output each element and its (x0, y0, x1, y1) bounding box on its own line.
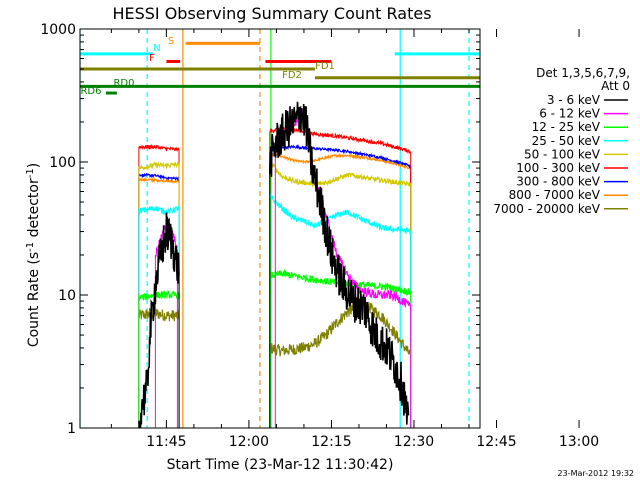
y-axis-label: Count Rate (s-1 detector-1) (25, 163, 42, 347)
x-tick-label-13-00: 13:00 (559, 434, 599, 450)
y-tick-label-1000: 1000 (40, 22, 76, 38)
series-25-50-kev-segment-1 (138, 205, 180, 216)
y-axis-label-end: ) (26, 163, 42, 168)
series-300-800-kev (138, 144, 412, 428)
x-axis-label: Start Time (23-Mar-12 11:30:42) (167, 457, 394, 473)
legend-label-300-800-kev: 300 - 800 keV (516, 175, 600, 189)
series-3-6-kev-segment-1 (138, 212, 180, 428)
legend-entry-25-50-kev: 25 - 50 keV (532, 134, 628, 148)
series-800-7000-kev-segment-2 (269, 151, 411, 170)
legend-entry-100-300-kev: 100 - 300 keV (516, 161, 628, 175)
series-100-300-kev-segment-1 (138, 144, 180, 152)
legend-entry-300-800-kev: 300 - 800 keV (516, 175, 628, 189)
y-tick-label-100: 100 (49, 155, 76, 171)
flag-label-f: F (149, 53, 155, 64)
timestamp: 23-Mar-2012 19:32 (558, 469, 635, 478)
x-tick-label-12-15: 12:15 (311, 434, 351, 450)
legend-label-12-25-kev: 12 - 25 keV (532, 120, 601, 134)
flag-label-fd1: FD1 (315, 61, 335, 72)
legend-label-800-7000-kev: 800 - 7000 keV (509, 188, 601, 202)
legend-entry-50-100-kev: 50 - 100 keV (524, 147, 628, 161)
y-tick-label-1: 1 (67, 421, 76, 437)
legend-label-3-6-kev: 3 - 6 keV (547, 93, 601, 107)
flag-label-rd6: RD6 (80, 86, 101, 97)
legend-label-7000-20000-kev: 7000 - 20000 keV (493, 202, 600, 216)
series-50-100-kev-segment-2 (269, 159, 412, 188)
flag-label-fd2: FD2 (282, 70, 302, 81)
x-tick-label-12-45: 12:45 (476, 434, 516, 450)
legend-header-line2: Att 0 (601, 79, 630, 93)
y-tick-label-10: 10 (58, 288, 76, 304)
plot-frame (79, 28, 481, 429)
series-3-6-kev-segment-2 (269, 101, 410, 425)
x-tick-label-11-45: 11:45 (146, 434, 186, 450)
legend-label-100-300-kev: 100 - 300 keV (516, 161, 600, 175)
series-300-800-kev-segment-2 (269, 144, 411, 169)
y-axis-label-mid: detector (26, 178, 42, 242)
series-25-50-kev-segment-2 (269, 192, 412, 235)
legend-entry-12-25-kev: 12 - 25 keV (532, 120, 628, 134)
plot-area: NS F FD1 FD2 RD0 RD6 (80, 29, 480, 428)
y-axis-label-main: Count Rate (s (26, 252, 42, 347)
y-axis-label-sup: -1 (25, 242, 36, 252)
series-12-25-kev-segment-1 (138, 289, 180, 301)
series-50-100-kev-segment-1 (138, 161, 180, 171)
series-7000-20000-kev (138, 300, 412, 428)
series-800-7000-kev-segment-1 (138, 176, 180, 184)
legend-header-line1: Det 1,3,5,6,7,9, (536, 66, 630, 80)
axes: 1 10 100 1000 11:45 12:00 12:15 12:30 12:45 13:00 (40, 22, 599, 450)
legend-label-6-12-kev: 6 - 12 keV (539, 107, 601, 121)
flag-label-n: N (153, 43, 160, 54)
legend-entry-800-7000-kev: 800 - 7000 keV (509, 188, 628, 202)
series-7000-20000-kev-segment-1 (138, 306, 180, 322)
x-tick-label-12-00: 12:00 (229, 434, 269, 450)
flag-label-s: S (168, 36, 174, 47)
series-7000-20000-kev-segment-2 (269, 300, 411, 357)
legend-entry-3-6-kev: 3 - 6 keV (547, 93, 628, 107)
y-axis-label-sup-2: -1 (25, 168, 36, 178)
chart-title: HESSI Observing Summary Count Rates (112, 4, 431, 23)
series-3-6-kev (138, 101, 410, 428)
legend-entry-6-12-kev: 6 - 12 keV (539, 107, 628, 121)
legend-label-50-100-kev: 50 - 100 keV (524, 147, 601, 161)
x-tick-label-12-30: 12:30 (394, 434, 434, 450)
legend-label-25-50-kev: 25 - 50 keV (532, 134, 601, 148)
flag-label-rd0: RD0 (113, 78, 134, 89)
series-300-800-kev-segment-1 (138, 172, 180, 182)
legend-entry-7000-20000-kev: 7000 - 20000 keV (493, 202, 628, 216)
